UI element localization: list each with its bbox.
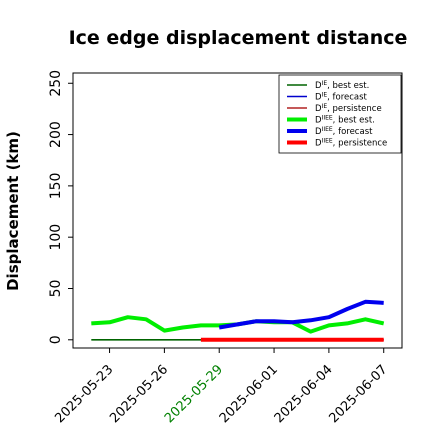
y-tick-label: 250 (48, 70, 64, 97)
legend-entry: DIE, best est. (315, 80, 369, 91)
x-tick-label: 2025-06-07 (326, 362, 390, 426)
series-line-4 (218, 299, 384, 330)
legend-entry: DIIEE, persistence (315, 138, 387, 149)
plot-frame (72, 72, 403, 349)
y-tick-label: 50 (48, 280, 64, 298)
y-tick-label: 200 (48, 121, 64, 148)
legend-entry: DIIEE, best est. (315, 115, 375, 126)
y-axis: 0 50 100 150 200 250 (48, 70, 73, 344)
y-tick-label: 100 (48, 224, 64, 251)
legend-entry: DIIEE, forecast (315, 126, 373, 137)
x-tick-label: 2025-05-29 (162, 362, 226, 426)
x-axis: 2025-05-232025-05-262025-05-292025-06-01… (52, 348, 391, 426)
y-tick-label: 150 (48, 173, 64, 200)
legend-box (278, 74, 402, 154)
series-layer (91, 299, 385, 342)
y-axis-label: Displacement (km) (4, 131, 22, 291)
chart-title: Ice edge displacement distance (69, 27, 408, 49)
legend-entry: DIE, forecast (315, 92, 368, 103)
legend-entry: DIE, persistence (315, 103, 382, 114)
y-tick-label: 0 (48, 335, 64, 344)
